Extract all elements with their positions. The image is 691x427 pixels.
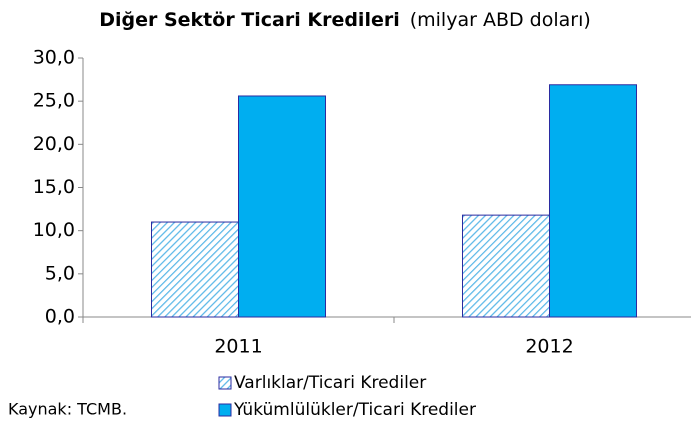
legend-label: Yükümlülükler/Ticari Krediler [233, 400, 476, 420]
bar [151, 221, 239, 318]
legend-label: Varlıklar/Ticari Krediler [234, 373, 426, 393]
y-tick-label: 20,0 [33, 133, 75, 155]
y-tick-label: 5,0 [45, 262, 75, 284]
legend-swatch [218, 403, 232, 417]
y-tick-label: 25,0 [33, 90, 75, 112]
legend-swatch [218, 376, 232, 390]
bar [462, 214, 550, 318]
y-tick-label: 15,0 [33, 176, 75, 198]
x-tick-label: 2011 [214, 336, 262, 358]
bar [238, 95, 326, 318]
subtitle: (milyar ABD doları) [410, 9, 591, 31]
source-note: Kaynak: TCMB. [8, 400, 127, 419]
chart-title: Diğer Sektör Ticari Kredileri (milyar ABD… [99, 9, 591, 31]
y-tick-label: 10,0 [33, 219, 75, 241]
y-tick-label: 0,0 [45, 306, 75, 328]
x-tick-label: 2012 [525, 336, 573, 358]
bar [549, 84, 637, 318]
y-tick-label: 30,0 [33, 47, 75, 69]
title: Diğer Sektör Ticari Kredileri [99, 9, 400, 31]
